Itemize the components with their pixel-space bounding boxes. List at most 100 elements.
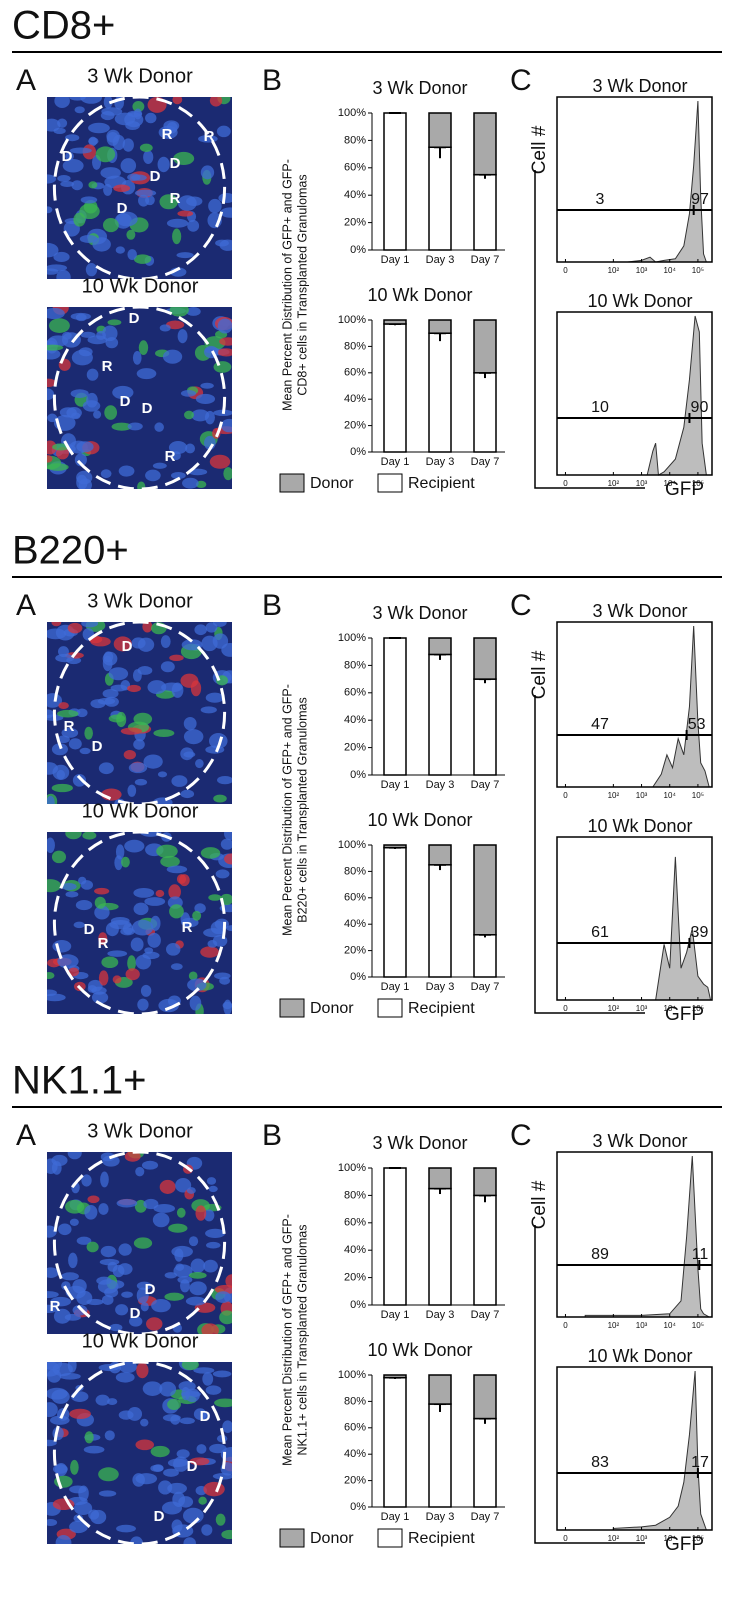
x-tick-label: 10⁴ (664, 266, 677, 275)
x-tick-label: Day 7 (471, 254, 500, 266)
y-tick-label: 80% (344, 659, 366, 671)
cell (154, 422, 164, 432)
bar-segment (383, 112, 407, 251)
cell (132, 101, 145, 112)
x-tick-label: 10⁵ (692, 479, 704, 488)
cell (190, 1258, 206, 1273)
cell (58, 702, 69, 710)
cell (223, 467, 232, 481)
x-tick-label: 10⁴ (664, 1534, 677, 1543)
cell-marker: R (50, 1298, 61, 1315)
granuloma-outline (52, 622, 227, 804)
cell (221, 1529, 232, 1540)
cell (47, 440, 57, 455)
cell (57, 735, 70, 744)
bar-segment (473, 112, 497, 176)
cell (186, 307, 201, 316)
cell (137, 481, 146, 489)
micrograph-content (47, 622, 232, 804)
micrograph (47, 307, 232, 489)
y-tick-label: 60% (344, 1217, 366, 1229)
bar-segment (428, 1167, 452, 1190)
cell (88, 181, 98, 189)
histogram (651, 625, 710, 788)
cell (164, 1272, 178, 1279)
micrograph (47, 832, 232, 1014)
bar-segment (473, 1194, 497, 1306)
gate-percent: 97 (691, 191, 709, 208)
cell (207, 939, 218, 948)
cell (225, 1274, 232, 1288)
x-tick-label: 10² (608, 1004, 620, 1013)
bar-segment (428, 1403, 452, 1508)
y-tick-label: 80% (344, 134, 366, 146)
micrograph (47, 622, 232, 804)
cell (214, 1284, 232, 1295)
panel-label: A (16, 64, 36, 97)
legend-swatch (377, 473, 403, 493)
cell (198, 1496, 207, 1505)
cell (209, 1443, 227, 1454)
histogram-box (556, 621, 713, 788)
x-tick-label: 10³ (636, 479, 648, 488)
cell (213, 361, 232, 373)
panel-label: A (16, 1119, 36, 1152)
cell-marker: D (84, 921, 95, 938)
granuloma-outline (52, 1152, 227, 1334)
x-tick-label: 10⁴ (664, 1004, 677, 1013)
axis-frame (534, 695, 645, 1014)
x-tick-label: Day 1 (381, 254, 410, 266)
legend-swatch (279, 473, 305, 493)
cell (47, 762, 58, 775)
cell-marker: D (117, 200, 128, 217)
cell (203, 1481, 225, 1497)
cell (109, 1323, 123, 1332)
cell (124, 839, 145, 853)
cell (209, 97, 223, 107)
cell (172, 1491, 186, 1507)
y-tick-label: 20% (344, 742, 366, 754)
cell (123, 750, 136, 760)
cell (171, 1245, 193, 1258)
cell (171, 775, 188, 787)
cell (180, 673, 199, 688)
granuloma-outline (52, 1362, 227, 1544)
x-tick-label: Day 1 (381, 1309, 410, 1321)
cell (51, 850, 67, 864)
bar-segment (473, 173, 497, 251)
cell (113, 636, 132, 652)
y-tick-label: 0% (350, 769, 366, 781)
histogram-title: 10 Wk Donor (587, 816, 692, 836)
cell (127, 784, 137, 797)
gate-percent: 11 (692, 1246, 709, 1263)
x-tick-label: Day 1 (381, 779, 410, 791)
panel-label: B (262, 589, 282, 622)
cell (164, 1292, 185, 1301)
cell (82, 832, 97, 840)
cell (142, 951, 160, 960)
cell (176, 874, 187, 884)
bar-segment (473, 372, 497, 453)
cell (138, 194, 150, 207)
cell (76, 1290, 93, 1305)
x-tick-label: 10³ (636, 1321, 648, 1330)
cell (47, 174, 57, 184)
y-axis-label: NK1.1+ cells in Transplanted Granulomas (295, 1224, 309, 1455)
bar-segment (383, 846, 407, 978)
x-tick-label: 10² (608, 1321, 620, 1330)
cell (212, 633, 229, 649)
cell (137, 637, 155, 652)
cell (47, 795, 55, 804)
cell (47, 989, 57, 997)
cell (188, 1271, 207, 1279)
cell (213, 794, 227, 803)
bar-segment (428, 844, 452, 866)
cell (120, 158, 137, 174)
cell (133, 887, 155, 898)
cell (58, 646, 69, 658)
y-tick-label: 60% (344, 687, 366, 699)
cell (47, 268, 59, 275)
cell (217, 775, 232, 785)
x-tick-label: Day 3 (426, 254, 455, 266)
